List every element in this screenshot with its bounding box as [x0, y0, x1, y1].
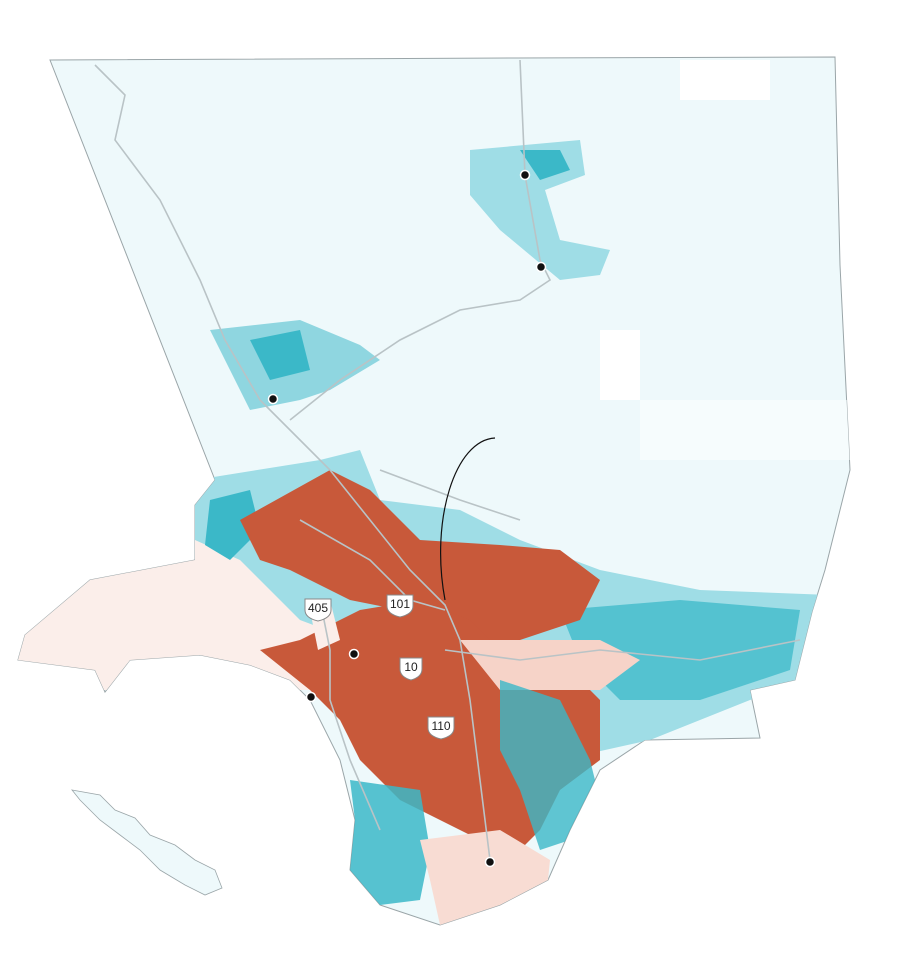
- choropleth: [18, 60, 850, 925]
- leader-line: [440, 437, 496, 601]
- shield-label: 101: [390, 597, 410, 611]
- highways: [94, 59, 801, 861]
- city-dot: [519, 169, 531, 181]
- highway-shield: 101: [386, 594, 414, 618]
- city-dot: [535, 261, 547, 273]
- catalina-island: [71, 789, 223, 896]
- shield-label: 10: [404, 660, 418, 674]
- city-dot: [267, 393, 279, 405]
- highway-shield: 110: [427, 716, 455, 740]
- shield-label: 405: [308, 601, 328, 615]
- highway-shield: 405: [304, 598, 332, 622]
- city-dot: [305, 691, 317, 703]
- city-dots: [267, 169, 547, 868]
- highway-shield: 10: [399, 657, 423, 681]
- city-dot: [348, 648, 360, 660]
- city-dot: [484, 856, 496, 868]
- shield-label: 110: [431, 719, 450, 733]
